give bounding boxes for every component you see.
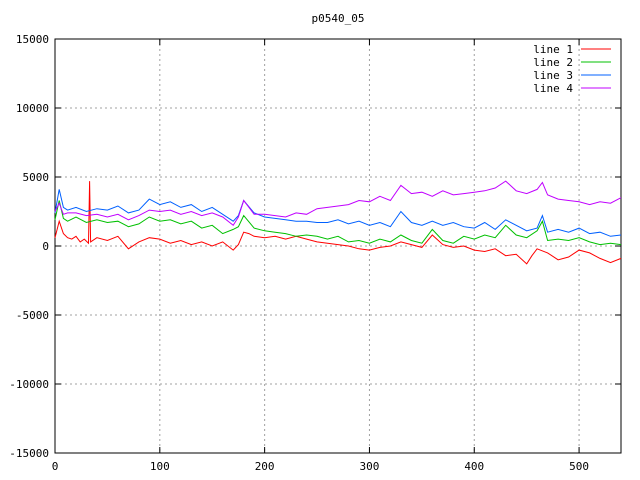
x-tick-label: 200 (255, 460, 275, 473)
series-line-2 (54, 200, 622, 246)
axis-ticks: 0 100 200 300 400 500 -15000 -10000 -5000 0 5000 10… (9, 33, 621, 473)
series-line-4 (54, 180, 622, 227)
legend-label-3: line 3 (533, 69, 573, 82)
legend-label-4: line 4 (533, 82, 573, 95)
x-tick-label: 100 (150, 460, 170, 473)
y-tick-label: -15000 (9, 447, 49, 460)
y-tick-label: 5000 (23, 171, 50, 184)
x-tick-label: 400 (464, 460, 484, 473)
x-tick-label: 300 (360, 460, 380, 473)
x-tick-label: 500 (569, 460, 589, 473)
x-tick-label: 0 (52, 460, 59, 473)
y-tick-label: -5000 (16, 309, 49, 322)
series-line-1 (54, 181, 622, 265)
series-line-3 (54, 189, 622, 237)
y-tick-label: 0 (42, 240, 49, 253)
legend-label-2: line 2 (533, 56, 573, 69)
y-tick-label: -10000 (9, 378, 49, 391)
chart-title: p0540_05 (312, 12, 365, 25)
y-tick-label: 10000 (16, 102, 49, 115)
series-lines (54, 180, 622, 265)
y-tick-label: 15000 (16, 33, 49, 46)
grid-lines (55, 39, 621, 453)
legend-label-1: line 1 (533, 43, 573, 56)
